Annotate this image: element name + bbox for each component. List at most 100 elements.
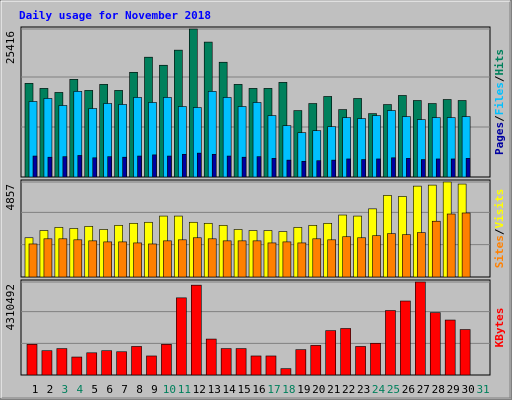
bar bbox=[340, 328, 351, 376]
bar bbox=[47, 156, 53, 178]
bar bbox=[406, 158, 411, 178]
bar bbox=[372, 235, 381, 278]
legend-entry: KBytes bbox=[493, 308, 506, 348]
bar bbox=[286, 159, 292, 178]
x-tick-label: 31 bbox=[476, 383, 489, 396]
bar bbox=[178, 239, 187, 278]
bar bbox=[316, 160, 322, 178]
bar bbox=[301, 160, 307, 178]
bar bbox=[357, 237, 366, 278]
bar bbox=[435, 158, 441, 178]
legend: Pages/Files/Hits bbox=[493, 49, 506, 155]
bar bbox=[146, 355, 157, 376]
bar bbox=[271, 158, 277, 178]
bar bbox=[116, 351, 127, 376]
bar bbox=[295, 349, 307, 376]
bar bbox=[265, 355, 277, 376]
bar bbox=[387, 233, 396, 278]
x-tick-label: 9 bbox=[151, 383, 158, 396]
bar bbox=[417, 232, 426, 278]
x-tick-label: 21 bbox=[327, 383, 340, 396]
legend-entry: Files bbox=[493, 82, 506, 115]
bar bbox=[267, 242, 277, 278]
bar bbox=[148, 243, 157, 278]
bar bbox=[167, 155, 172, 178]
bar bbox=[282, 241, 292, 278]
x-tick-label: 14 bbox=[223, 383, 237, 396]
y-tick-label: 4310492 bbox=[4, 284, 17, 330]
legend-entry: Hits bbox=[493, 49, 506, 76]
bar bbox=[385, 310, 396, 376]
bar bbox=[26, 344, 38, 376]
x-tick-label: 16 bbox=[252, 383, 265, 396]
legend-separator: / bbox=[493, 75, 506, 82]
bar bbox=[355, 346, 366, 376]
bar bbox=[310, 345, 322, 376]
bar bbox=[252, 240, 262, 278]
bar bbox=[71, 356, 83, 376]
bar bbox=[280, 368, 292, 376]
bar bbox=[415, 281, 426, 376]
bar bbox=[131, 346, 142, 376]
bar bbox=[250, 355, 262, 376]
bar bbox=[421, 159, 426, 178]
x-tick-label: 24 bbox=[372, 383, 386, 396]
y-tick-label: 4857 bbox=[4, 184, 17, 211]
bar bbox=[211, 153, 217, 178]
bar bbox=[58, 238, 68, 278]
legend: Sites/Visits bbox=[493, 189, 506, 269]
legend-separator: / bbox=[493, 228, 506, 235]
x-tick-label: 12 bbox=[193, 383, 206, 396]
bar bbox=[163, 240, 172, 278]
bar bbox=[327, 239, 337, 278]
x-tick-label: 19 bbox=[297, 383, 310, 396]
bar bbox=[32, 155, 38, 178]
bar bbox=[325, 330, 337, 376]
bar bbox=[107, 156, 112, 178]
bar bbox=[429, 312, 441, 376]
x-tick-label: 6 bbox=[106, 383, 113, 396]
x-tick-label: 26 bbox=[402, 383, 415, 396]
bar bbox=[92, 157, 98, 178]
bar bbox=[205, 338, 217, 376]
y-tick-label: 25416 bbox=[4, 31, 17, 64]
bar bbox=[444, 319, 456, 376]
bar bbox=[297, 242, 307, 278]
bar bbox=[241, 156, 247, 178]
x-tick-label: 5 bbox=[91, 383, 98, 396]
bar bbox=[118, 241, 127, 278]
x-tick-label: 2 bbox=[47, 383, 54, 396]
x-tick-label: 10 bbox=[163, 383, 176, 396]
bar bbox=[196, 152, 202, 178]
bar bbox=[237, 240, 247, 278]
x-tick-label: 29 bbox=[447, 383, 460, 396]
bar bbox=[446, 213, 456, 278]
x-tick-label: 28 bbox=[432, 383, 445, 396]
bar bbox=[226, 155, 232, 178]
x-tick-label: 7 bbox=[121, 383, 128, 396]
bar bbox=[431, 220, 441, 278]
x-tick-label: 11 bbox=[178, 383, 191, 396]
x-tick-label: 30 bbox=[462, 383, 475, 396]
bar bbox=[182, 153, 187, 178]
x-tick-label: 23 bbox=[357, 383, 370, 396]
bar bbox=[450, 158, 456, 178]
x-tick-label: 4 bbox=[76, 383, 83, 396]
x-tick-label: 25 bbox=[387, 383, 400, 396]
bar bbox=[400, 300, 411, 376]
legend-entry: Pages bbox=[493, 122, 506, 155]
legend: KBytes bbox=[493, 308, 506, 348]
bar bbox=[62, 156, 68, 178]
bar bbox=[376, 158, 381, 178]
bar bbox=[190, 284, 202, 376]
bar bbox=[361, 159, 366, 178]
bar bbox=[88, 240, 98, 278]
bar bbox=[161, 344, 172, 376]
bar bbox=[56, 348, 68, 376]
x-tick-label: 3 bbox=[62, 383, 69, 396]
bar bbox=[256, 156, 262, 178]
x-tick-label: 17 bbox=[267, 383, 280, 396]
bar bbox=[192, 237, 202, 278]
bar bbox=[103, 241, 112, 278]
bar bbox=[391, 157, 396, 178]
